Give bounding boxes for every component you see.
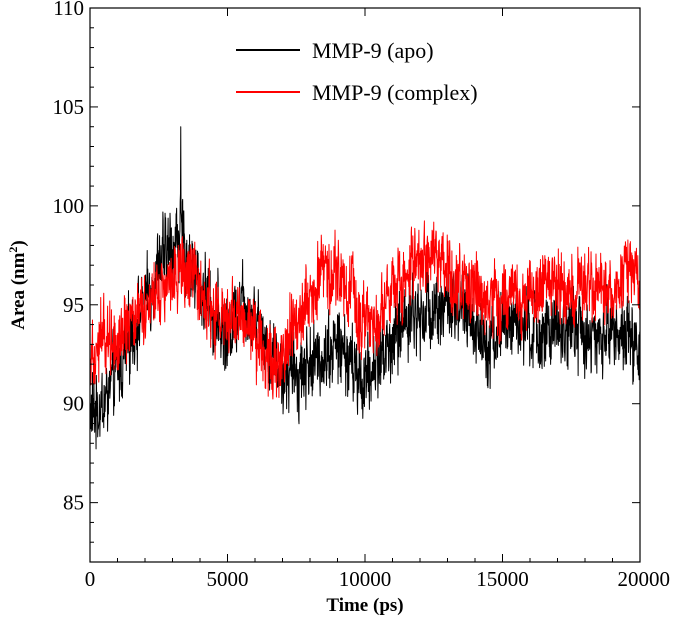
x-tick-label: 10000 — [339, 567, 392, 591]
y-tick-label: 100 — [53, 194, 85, 218]
x-tick-label: 20000 — [618, 567, 671, 591]
x-axis: 0 5000 10000 15000 20000 — [85, 8, 670, 591]
legend: MMP-9 (apo) MMP-9 (complex) — [236, 38, 478, 105]
legend-label-apo: MMP-9 (apo) — [312, 38, 434, 63]
y-tick-label: 95 — [63, 293, 84, 317]
y-tick-label: 90 — [63, 392, 84, 416]
x-tick-label: 15000 — [476, 567, 529, 591]
series-line-apo — [90, 126, 640, 450]
y-axis: 85 90 95 100 105 110 — [53, 0, 640, 543]
y-tick-label: 85 — [63, 491, 84, 515]
y-axis-title: Area (nm2) — [6, 240, 29, 330]
y-axis-title-close: ) — [8, 240, 29, 246]
series-line-complex — [90, 220, 640, 400]
x-tick-label: 5000 — [207, 567, 249, 591]
y-tick-label: 110 — [53, 0, 84, 20]
y-axis-title-superscript: 2 — [6, 247, 20, 253]
x-tick-label: 0 — [85, 567, 96, 591]
legend-label-complex: MMP-9 (complex) — [312, 80, 478, 105]
y-axis-title-main: Area (nm — [8, 252, 29, 329]
x-axis-title: Time (ps) — [326, 595, 403, 616]
series-layer — [90, 126, 640, 450]
y-tick-label: 105 — [53, 95, 85, 119]
